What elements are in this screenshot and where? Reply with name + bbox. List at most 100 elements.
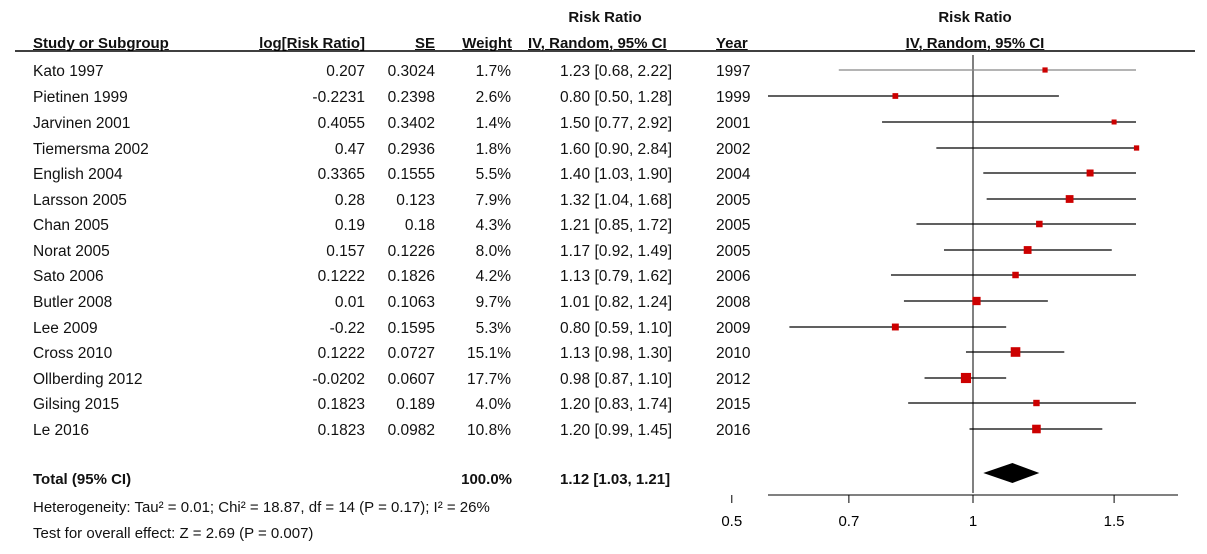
total-label: Total (95% CI) [33,471,132,488]
weight-value: 7.9% [475,192,511,209]
weight-value: 8.0% [475,243,511,260]
x-tick-label: 0.5 [721,513,742,530]
logrr-value: 0.1823 [317,396,365,413]
se-value: 0.0607 [387,371,435,388]
study-name: Kato 1997 [33,63,104,80]
point-estimate [972,296,981,306]
point-estimate [960,372,972,384]
logrr-value: 0.1222 [317,268,365,285]
point-estimate [1033,399,1040,407]
point-estimate [1010,347,1021,357]
study-name: English 2004 [33,166,123,183]
study-name: Sato 2006 [33,268,104,285]
study-name: Jarvinen 2001 [33,115,131,132]
weight-value: 10.8% [467,422,511,439]
study-name: Le 2016 [33,422,90,439]
x-tick-label: 1 [969,513,977,530]
year-value: 2005 [716,217,751,234]
study-name: Chan 2005 [33,217,109,234]
ci-value: 1.20 [0.99, 1.45] [560,422,673,439]
logrr-value: -0.22 [329,320,365,337]
study-name: Cross 2010 [33,345,113,362]
year-value: 2005 [716,243,751,260]
year-value: 2009 [716,320,751,337]
risk-ratio-header-left: Risk Ratio [568,9,642,26]
year-value: 2012 [716,371,751,388]
year-value: 2015 [716,396,751,413]
weight-value: 5.5% [475,166,511,183]
weight-value: 17.7% [467,371,511,388]
ci-value: 1.23 [0.68, 2.22] [560,63,673,80]
weight-value: 2.6% [475,89,511,106]
weight-value: 4.3% [475,217,511,234]
year-value: 2002 [716,141,751,158]
point-estimate [1032,424,1041,434]
study-name: Lee 2009 [33,320,98,337]
logrr-value: 0.157 [326,243,365,260]
weight-value: 5.3% [475,320,511,337]
total-ci: 1.12 [1.03, 1.21] [560,471,671,488]
logrr-value: 0.28 [334,192,365,209]
col-header-weight: Weight [462,35,512,52]
study-name: Butler 2008 [33,294,113,311]
total-weight: 100.0% [461,471,512,488]
point-estimate [1023,246,1032,254]
se-value: 0.1555 [387,166,435,183]
logrr-value: 0.01 [334,294,365,311]
se-value: 0.18 [404,217,435,234]
col-header-study: Study or Subgroup [33,35,169,52]
logrr-value: 0.1823 [317,422,365,439]
year-value: 2006 [716,268,751,285]
point-estimate [891,323,899,331]
year-value: 1999 [716,89,751,106]
study-name: Ollberding 2012 [33,371,143,388]
x-tick-label: 0.7 [838,513,859,530]
study-markers [768,67,1140,434]
logrr-value: 0.4055 [317,115,365,132]
weight-value: 4.2% [475,268,511,285]
overall-effect-text: Test for overall effect: Z = 2.69 (P = 0… [33,525,314,542]
col-header-year: Year [716,35,748,52]
logrr-value: 0.3365 [317,166,365,183]
col-header-logrr: log[Risk Ratio] [259,35,365,52]
logrr-value: 0.1222 [317,345,365,362]
col-header-se: SE [414,35,435,52]
year-value: 2001 [716,115,751,132]
weight-value: 1.4% [475,115,511,132]
point-estimate [1086,169,1094,177]
point-estimate [1133,145,1140,151]
se-value: 0.0982 [387,422,435,439]
year-value: 2008 [716,294,751,311]
point-estimate [1042,67,1048,73]
heterogeneity-text: Heterogeneity: Tau² = 0.01; Chi² = 18.87… [33,499,490,516]
ci-value: 0.80 [0.50, 1.28] [560,89,673,106]
ci-value: 1.13 [0.79, 1.62] [560,268,673,285]
risk-ratio-header-right: Risk Ratio [938,9,1012,26]
se-value: 0.3402 [387,115,435,132]
study-name: Pietinen 1999 [33,89,128,106]
point-estimate [1036,220,1043,228]
col-header-ci: IV, Random, 95% CI [528,35,667,52]
ci-value: 1.13 [0.98, 1.30] [560,345,673,362]
year-value: 2004 [716,166,751,183]
x-tick-label: 1.5 [1104,513,1125,530]
se-value: 0.1595 [387,320,435,337]
point-estimate [1012,271,1019,279]
year-value: 2016 [716,422,751,439]
weight-value: 1.7% [475,63,511,80]
logrr-value: 0.47 [334,141,365,158]
logrr-value: 0.19 [334,217,365,234]
year-value: 1997 [716,63,751,80]
logrr-value: -0.2231 [312,89,365,106]
logrr-value: -0.0202 [312,371,365,388]
weight-value: 9.7% [475,294,511,311]
se-value: 0.1826 [387,268,435,285]
ci-value: 1.17 [0.92, 1.49] [560,243,673,260]
se-value: 0.2936 [387,141,435,158]
se-value: 0.123 [396,192,435,209]
ci-value: 1.40 [1.03, 1.90] [560,166,673,183]
se-value: 0.2398 [387,89,435,106]
ci-value: 1.21 [0.85, 1.72] [560,217,673,234]
ci-value: 1.50 [0.77, 2.92] [560,115,673,132]
